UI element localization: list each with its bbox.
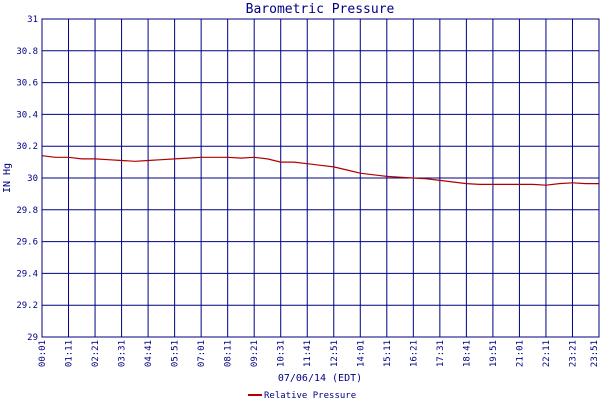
x-axis-label: 07/06/14 (EDT) xyxy=(278,373,362,384)
x-tick-label: 04:41 xyxy=(144,340,154,367)
legend-label-relative-pressure: Relative Pressure xyxy=(264,391,356,400)
y-tick-label: 31 xyxy=(27,15,38,25)
x-tick-label: 17:31 xyxy=(436,340,446,367)
y-tick-label: 30 xyxy=(27,174,38,184)
y-tick-label: 30.2 xyxy=(16,142,38,152)
chart-title: Barometric Pressure xyxy=(246,2,395,17)
x-tick-label: 16:21 xyxy=(409,340,419,367)
x-tick-labels: 00:01 01:11 02:21 03:31 04:41 05:51 07:01 08:11… xyxy=(38,340,600,367)
x-tick-label: 07:01 xyxy=(197,340,207,367)
grid-lines xyxy=(41,18,600,338)
x-tick-label: 11:41 xyxy=(303,340,313,367)
x-tick-label: 00:01 xyxy=(38,340,48,367)
y-tick-label: 30.6 xyxy=(16,79,38,89)
x-tick-label: 19:51 xyxy=(489,340,499,367)
y-tick-label: 30.4 xyxy=(16,110,38,120)
y-tick-label: 29.4 xyxy=(16,269,38,279)
y-tick-label: 29.8 xyxy=(16,206,38,216)
y-tick-label: 29.2 xyxy=(16,301,38,311)
x-tick-label: 03:31 xyxy=(118,340,128,367)
legend: Relative Pressure xyxy=(248,391,356,400)
x-tick-label: 23:21 xyxy=(568,340,578,367)
x-tick-label: 05:51 xyxy=(171,340,181,367)
x-tick-label: 08:11 xyxy=(224,340,234,367)
x-tick-label: 21:01 xyxy=(515,340,525,367)
x-tick-label: 09:21 xyxy=(250,340,260,367)
x-tick-label: 18:41 xyxy=(462,340,472,367)
x-tick-label: 23:51 xyxy=(590,340,600,367)
x-tick-label: 14:01 xyxy=(356,340,366,367)
plot-border xyxy=(41,18,600,338)
y-axis-label: IN Hg xyxy=(2,163,13,193)
x-tick-label: 22:11 xyxy=(542,340,552,367)
series-line-relative-pressure xyxy=(41,155,599,186)
y-tick-labels: 29 29.2 29.4 29.6 29.8 30 30.2 30.4 30.6 30.8 31 xyxy=(16,15,38,343)
x-tick-label: 01:11 xyxy=(65,340,75,367)
x-tick-label: 15:11 xyxy=(383,340,393,367)
y-tick-label: 29.6 xyxy=(16,238,38,248)
y-tick-label: 29 xyxy=(27,333,38,343)
x-tick-label: 12:51 xyxy=(330,340,340,367)
x-tick-label: 10:31 xyxy=(277,340,287,367)
x-tick-label: 02:21 xyxy=(91,340,101,367)
y-tick-label: 30.8 xyxy=(16,47,38,57)
